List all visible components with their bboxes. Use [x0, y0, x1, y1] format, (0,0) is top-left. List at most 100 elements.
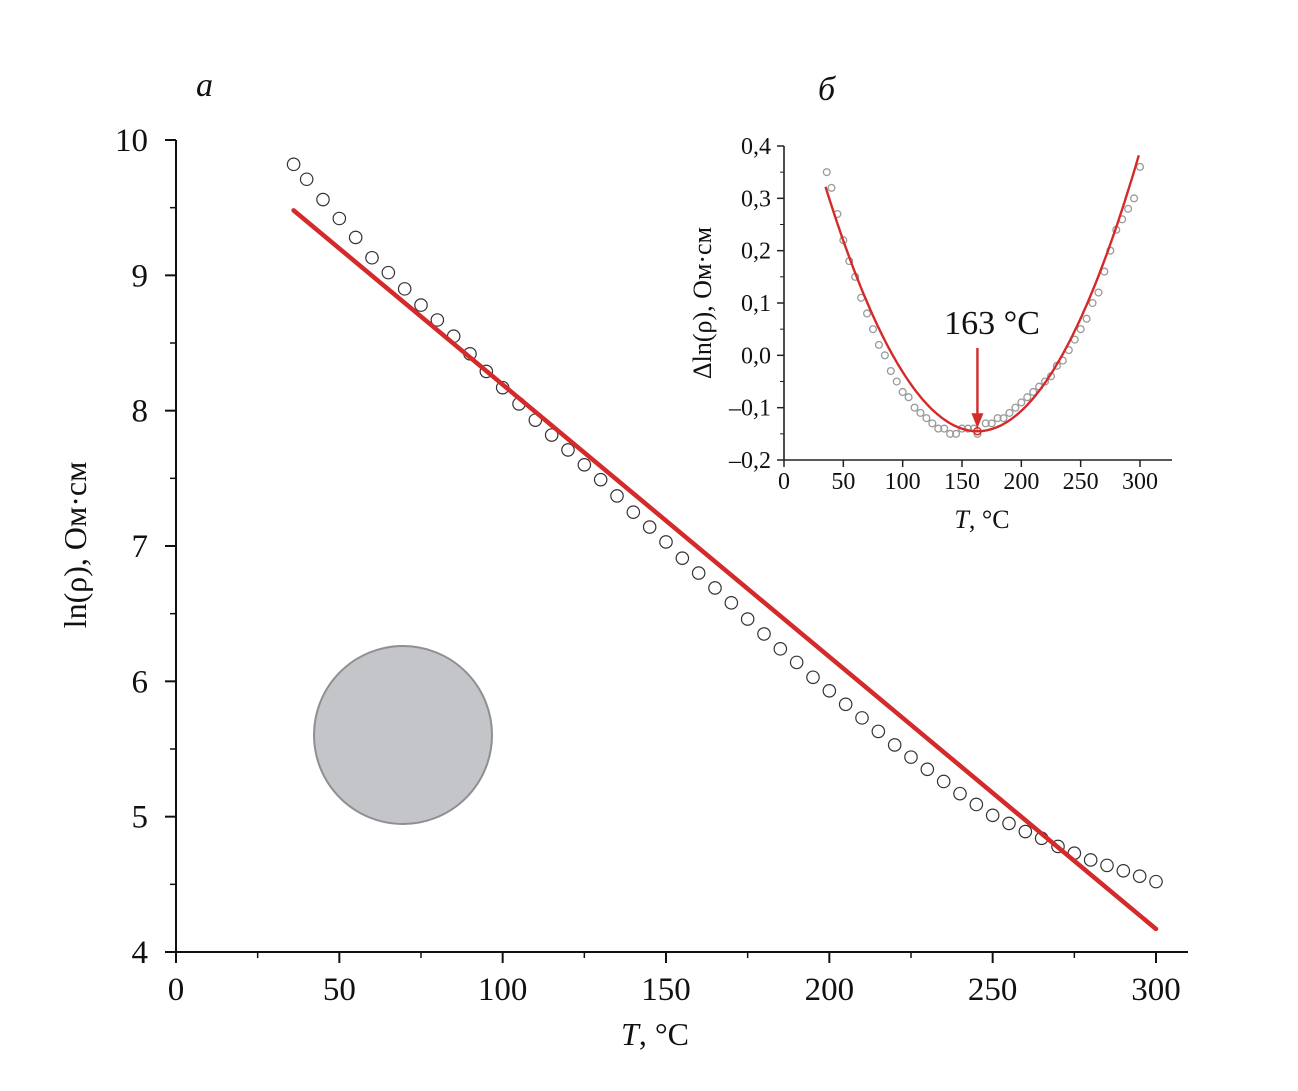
main-x-axis-title-unit: , °C — [639, 1016, 689, 1052]
main-data-point — [740, 612, 755, 626]
inset-y-tick-label: 0,2 — [741, 239, 771, 265]
inset-y-ticks: –0,2 –0,1 0,0 0,1 0,2 0,3 0,4 — [728, 134, 784, 474]
inset-x-tick-label: 250 — [1063, 469, 1099, 495]
main-data-point — [708, 581, 722, 595]
main-data-point — [381, 265, 396, 280]
inset-data-point — [863, 309, 872, 318]
inset-chart: б 0 50 100 150 200 250 300 –0,2 –0,1 0,0 0,1 0,2 0,… — [688, 71, 1172, 534]
main-markers — [286, 157, 1163, 889]
sample-disk-image — [313, 645, 493, 825]
main-data-point — [1149, 874, 1163, 889]
main-data-point — [936, 774, 951, 789]
inset-data-point — [952, 429, 961, 438]
main-y-tick-label: 5 — [132, 800, 149, 836]
inset-data-point — [934, 424, 943, 433]
main-data-point — [626, 505, 641, 519]
inset-data-point — [1017, 398, 1026, 407]
inset-data-point — [886, 366, 895, 376]
main-data-point — [757, 627, 771, 641]
main-fit-line — [291, 208, 1159, 932]
inset-data-point — [1135, 162, 1145, 171]
inset-y-axis-title: Δln(ρ), Ом·см — [688, 227, 717, 379]
main-data-point — [920, 762, 935, 777]
main-y-tick-label: 7 — [132, 529, 149, 565]
main-data-point — [887, 738, 902, 752]
inset-y-tick-label: –0,2 — [728, 448, 771, 474]
main-data-point — [953, 786, 967, 801]
main-data-point — [365, 250, 379, 265]
panel-label-b: б — [818, 71, 837, 108]
main-data-point — [1002, 816, 1016, 831]
main-data-point — [855, 711, 869, 725]
main-data-point — [822, 684, 837, 698]
main-data-point — [985, 808, 1000, 823]
inset-data-point — [1124, 204, 1133, 213]
main-data-point — [789, 655, 804, 670]
inset-x-axis-title: T, °C — [954, 505, 1009, 534]
main-data-point — [871, 724, 886, 739]
inset-data-point — [1088, 298, 1097, 308]
inset-x-tick-label: 100 — [885, 469, 921, 495]
main-data-point — [1018, 824, 1033, 839]
main-y-tick-label: 9 — [132, 258, 149, 294]
main-y-tick-label: 4 — [132, 935, 149, 971]
inset-y-tick-label: –0,1 — [728, 396, 771, 422]
main-y-ticks: 4 5 6 7 8 9 10 — [115, 123, 176, 971]
main-x-tick-label: 200 — [805, 972, 855, 1008]
main-data-point — [773, 642, 788, 656]
inset-data-point — [1011, 403, 1020, 412]
main-data-point — [806, 670, 820, 685]
inset-data-point — [987, 419, 996, 428]
inset-y-tick-label: 0,0 — [741, 343, 771, 369]
main-data-point — [316, 192, 330, 207]
inset-y-tick-label: 0,1 — [741, 291, 771, 317]
main-data-point — [642, 520, 657, 534]
main-x-tick-label: 0 — [168, 972, 185, 1008]
panel-label-a: а — [196, 67, 213, 104]
inset-data-point — [1041, 377, 1050, 386]
main-y-tick-label: 6 — [132, 664, 149, 700]
inset-data-point — [904, 393, 913, 402]
main-data-point — [610, 489, 624, 503]
main-data-point — [593, 472, 608, 487]
inset-data-point — [993, 414, 1002, 423]
inset-x-ticks: 0 50 100 150 200 250 300 — [778, 460, 1158, 495]
inset-parabolic-fit — [824, 154, 1140, 433]
inset-data-point — [892, 377, 901, 386]
inset-data-point — [922, 414, 931, 423]
main-x-axis-title-symbol: T — [621, 1016, 641, 1052]
main-data-point — [904, 750, 918, 764]
main-x-tick-label: 300 — [1131, 972, 1181, 1008]
inset-data-point — [822, 168, 831, 177]
main-data-point — [577, 457, 592, 472]
main-x-tick-label: 50 — [323, 972, 356, 1008]
main-data-point — [659, 535, 673, 549]
main-data-point — [838, 697, 853, 712]
main-x-tick-label: 100 — [478, 972, 528, 1008]
inset-fit-curve — [824, 154, 1140, 433]
inset-x-axis-title-symbol: T — [954, 505, 970, 534]
inset-annotation: 163 °C — [944, 305, 1040, 436]
inset-x-tick-label: 150 — [944, 469, 980, 495]
inset-y-tick-label: 0,4 — [741, 134, 771, 160]
main-x-tick-label: 250 — [968, 972, 1018, 1008]
main-data-point — [1100, 858, 1114, 873]
inset-data-point — [981, 419, 990, 428]
inset-x-tick-label: 300 — [1122, 469, 1158, 495]
inset-x-axis-title-unit: , °C — [969, 505, 1010, 534]
main-data-point — [299, 172, 314, 187]
inset-x-tick-label: 200 — [1003, 469, 1039, 495]
inset-data-point — [1130, 194, 1139, 203]
inset-data-point — [999, 414, 1008, 423]
main-y-tick-label: 10 — [115, 123, 148, 159]
minimum-annotation-label: 163 °C — [944, 305, 1040, 342]
main-data-point — [675, 551, 690, 565]
inset-data-point — [940, 424, 949, 433]
main-data-point — [1083, 853, 1098, 867]
main-data-point — [1116, 863, 1131, 878]
main-linear-fit — [291, 208, 1159, 932]
main-data-point — [397, 282, 412, 296]
minimum-arrow-head — [971, 413, 984, 429]
